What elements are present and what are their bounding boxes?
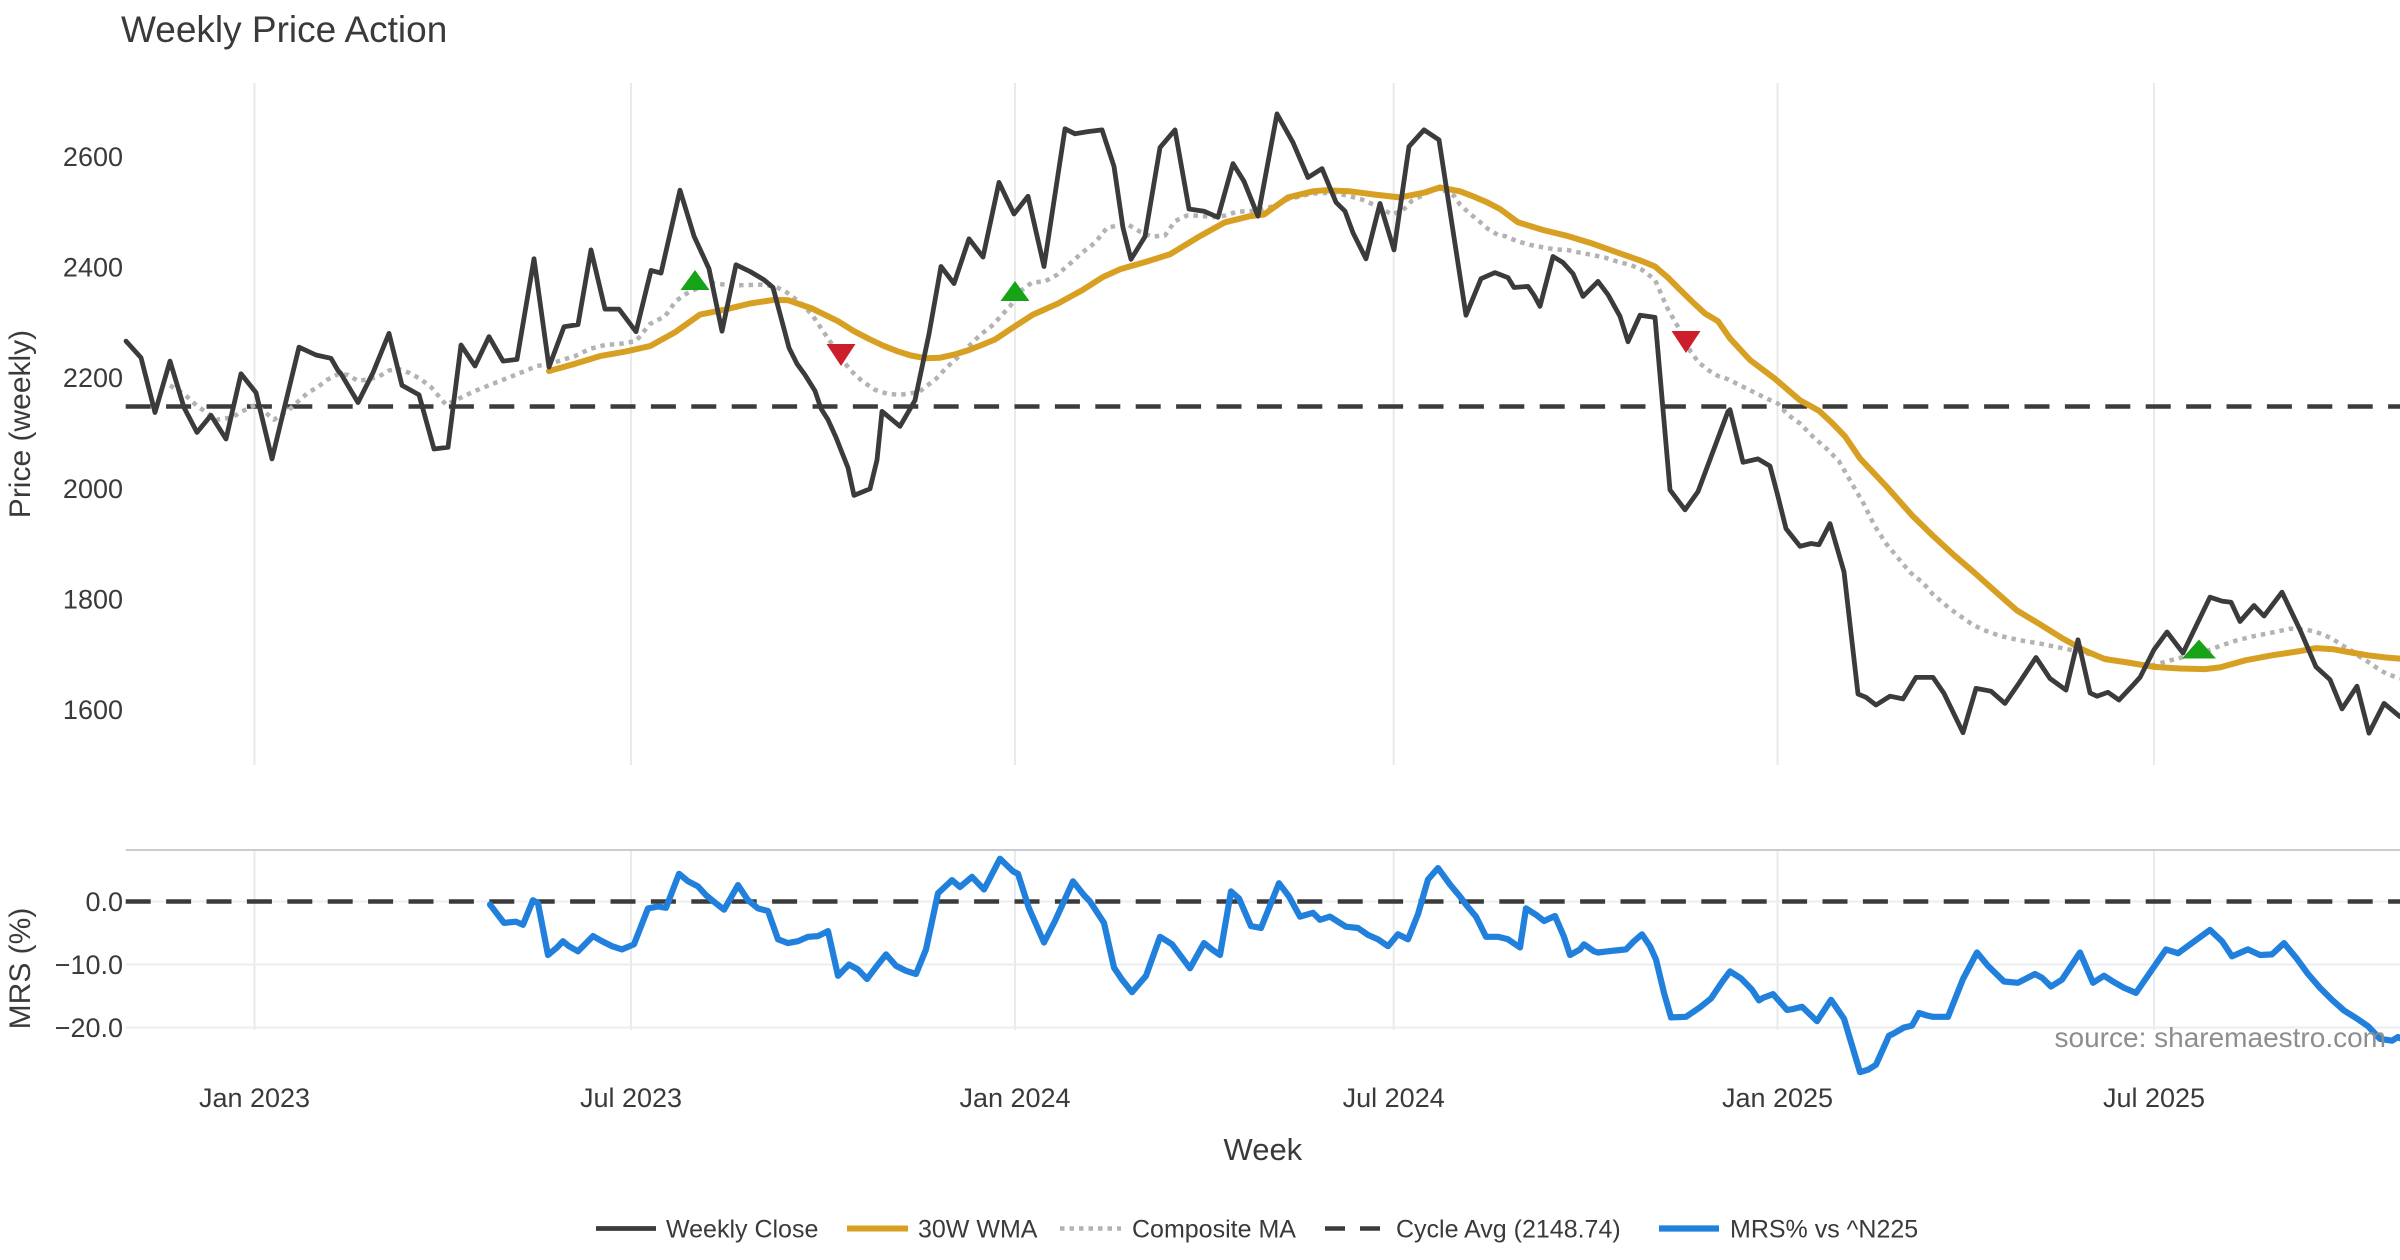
svg-text:Week: Week (1224, 1132, 1303, 1167)
svg-text:2400: 2400 (63, 253, 123, 283)
svg-text:Jul 2024: Jul 2024 (1343, 1083, 1445, 1113)
svg-text:Cycle Avg (2148.74): Cycle Avg (2148.74) (1396, 1216, 1621, 1244)
svg-text:MRS% vs ^N225: MRS% vs ^N225 (1730, 1216, 1918, 1244)
svg-text:2200: 2200 (63, 363, 123, 393)
svg-text:1600: 1600 (63, 695, 123, 725)
svg-text:−10.0: −10.0 (55, 950, 123, 980)
svg-text:Weekly Close: Weekly Close (666, 1216, 818, 1244)
svg-text:source: sharemaestro.com: source: sharemaestro.com (2055, 1022, 2386, 1053)
svg-text:Jul 2023: Jul 2023 (580, 1083, 682, 1113)
svg-text:30W WMA: 30W WMA (918, 1216, 1038, 1244)
svg-text:1800: 1800 (63, 584, 123, 614)
svg-text:−20.0: −20.0 (55, 1013, 123, 1043)
svg-text:Jan 2024: Jan 2024 (959, 1083, 1070, 1113)
svg-text:MRS (%): MRS (%) (4, 908, 37, 1030)
svg-text:Price (weekly): Price (weekly) (4, 330, 37, 518)
svg-text:2600: 2600 (63, 142, 123, 172)
svg-text:0.0: 0.0 (85, 887, 123, 917)
svg-text:Jan 2025: Jan 2025 (1722, 1083, 1833, 1113)
svg-text:Weekly Price Action: Weekly Price Action (121, 9, 447, 50)
svg-text:Jul 2025: Jul 2025 (2103, 1083, 2205, 1113)
svg-text:Jan 2023: Jan 2023 (199, 1083, 310, 1113)
svg-text:Composite MA: Composite MA (1132, 1216, 1296, 1244)
svg-text:2000: 2000 (63, 474, 123, 504)
